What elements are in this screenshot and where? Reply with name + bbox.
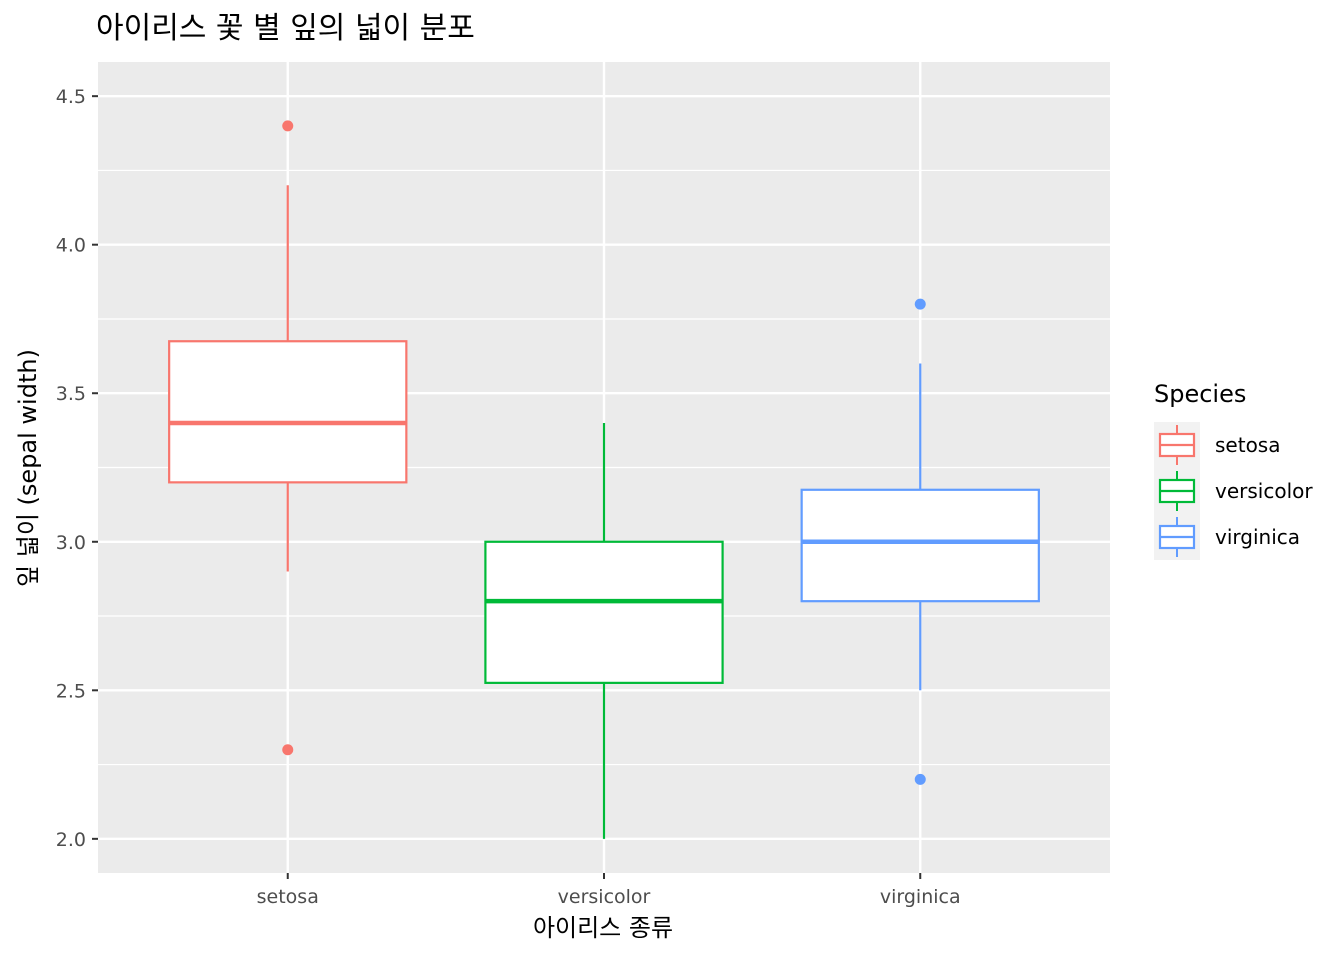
legend-entry-setosa: setosa [1158, 425, 1280, 465]
y-tick-label: 3.5 [56, 383, 86, 405]
outlier-point [282, 744, 294, 756]
iqr-box [484, 540, 724, 684]
legend-label: setosa [1215, 433, 1280, 457]
x-tick-label: versicolor [558, 886, 651, 908]
x-tick-label: setosa [257, 886, 319, 908]
box-setosa [168, 120, 408, 756]
chart-title: 아이리스 꽃 별 잎의 넓이 분포 [96, 11, 475, 46]
box-versicolor [484, 422, 724, 839]
x-tick-label: virginica [880, 886, 961, 908]
legend-label: versicolor [1215, 479, 1313, 503]
legend-title: Species [1154, 380, 1246, 408]
x-axis: setosa versicolor virginica [257, 873, 961, 908]
y-tick-label: 2.0 [56, 829, 86, 851]
legend-entry-virginica: virginica [1158, 517, 1300, 557]
iqr-box [800, 488, 1040, 603]
outlier-point [914, 298, 926, 310]
y-tick-label: 4.5 [56, 86, 86, 108]
y-axis-title: 잎 넓이 (sepal width) [14, 349, 42, 587]
y-tick-label: 2.5 [56, 680, 86, 702]
outlier-point [282, 120, 294, 132]
box-virginica [800, 298, 1040, 785]
box-series [168, 120, 1040, 839]
y-tick-label: 3.0 [56, 532, 86, 554]
legend-label: virginica [1215, 525, 1300, 549]
iqr-box [168, 340, 408, 484]
x-axis-title: 아이리스 종류 [533, 914, 673, 942]
legend-entry-versicolor: versicolor [1158, 471, 1313, 511]
outlier-point [914, 773, 926, 785]
legend: Species setosa versicolor virginica [1154, 380, 1313, 560]
y-tick-label: 4.0 [56, 235, 86, 257]
y-axis: 2.0 2.5 3.0 3.5 4.0 4.5 [56, 86, 98, 851]
